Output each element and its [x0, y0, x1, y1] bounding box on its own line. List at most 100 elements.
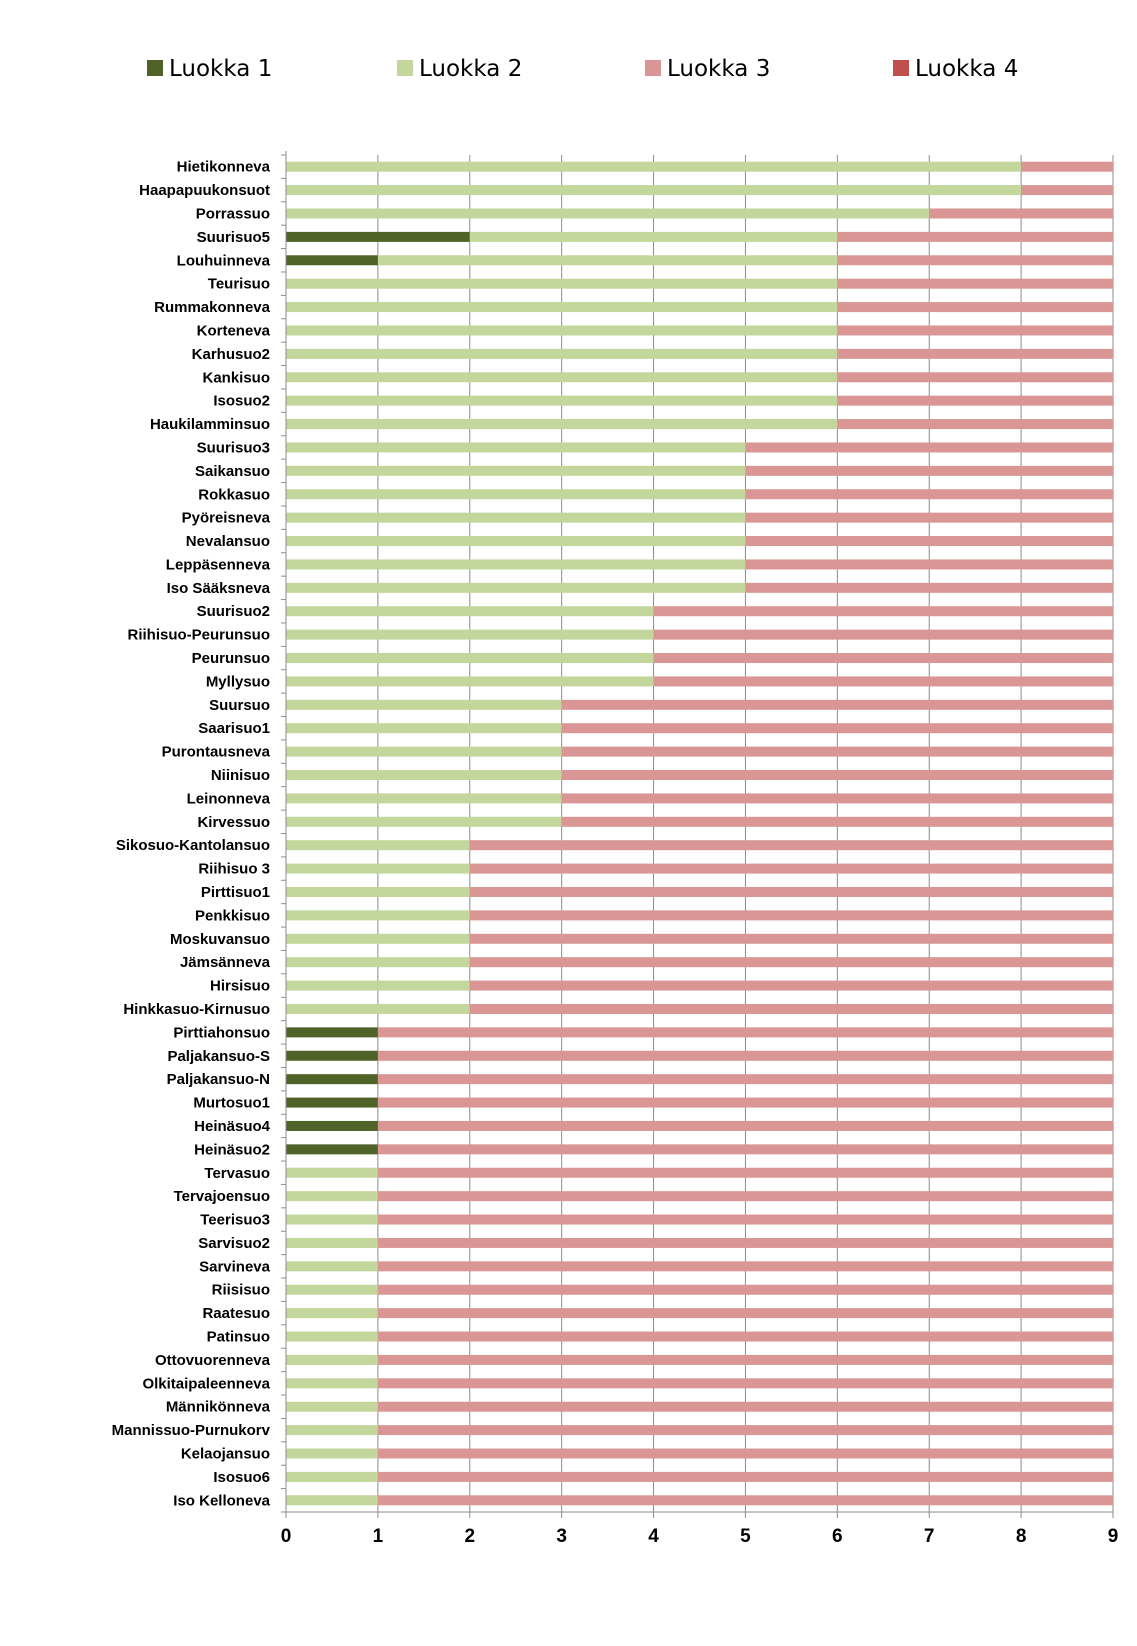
category-label: Olkitaipaleenneva [142, 1375, 270, 1392]
bar-segment [286, 910, 470, 921]
category-label: Pyöreisneva [182, 510, 271, 527]
category-label: Sarvineva [199, 1258, 271, 1275]
bar-segment [377, 1378, 1113, 1389]
bar-segment [286, 863, 470, 874]
bar-segment [745, 582, 1113, 593]
bar-segment [377, 1167, 1113, 1178]
bar-segment [286, 1214, 378, 1225]
category-label: Murtosuo1 [193, 1095, 270, 1112]
bar-segment [286, 1144, 378, 1155]
bar-segment [286, 559, 746, 570]
bar-segment [286, 185, 1022, 196]
bar-segment [286, 325, 838, 336]
bar-segment [286, 1354, 378, 1365]
category-label: Riihisuo-Peurunsuo [128, 627, 271, 644]
legend-item: Luokka 4 [893, 56, 1018, 82]
category-label: Suurisuo5 [197, 229, 270, 246]
bar-segment [837, 255, 1113, 266]
bar-segment [286, 442, 746, 453]
category-label: Leppäsenneva [166, 556, 271, 573]
bar-segment [837, 231, 1113, 242]
bar-segment [377, 1120, 1113, 1131]
bar-segment [286, 957, 470, 968]
bar-segment [286, 348, 838, 359]
bar-segment [745, 489, 1113, 500]
category-label: Sarvisuo2 [198, 1235, 270, 1252]
category-label: Hirsisuo [210, 978, 270, 995]
bar-segment [286, 1331, 378, 1342]
legend-item: Luokka 1 [147, 56, 272, 82]
x-tick-label: 5 [740, 1526, 751, 1547]
category-label: Rummakonneva [154, 299, 271, 316]
bar-segment [377, 1050, 1113, 1061]
bar-segment [377, 255, 838, 266]
bar-segment [286, 933, 470, 944]
bar-segment [377, 1097, 1113, 1108]
chart-legend: Luokka 1 Luokka 2 Luokka 3 Luokka 4 [147, 56, 1018, 82]
bar-segment [377, 1214, 1113, 1225]
bar-segment [469, 840, 1113, 851]
category-label: Moskuvansuo [170, 931, 270, 948]
bar-segment [837, 395, 1113, 406]
category-label: Penkkisuo [195, 907, 270, 924]
category-label: Myllysuo [206, 673, 270, 690]
bar-segment [286, 980, 470, 991]
bar-segment [745, 536, 1113, 547]
category-label: Paljakansuo-S [167, 1048, 270, 1065]
bar-segment [286, 395, 838, 406]
bar-segment [286, 1471, 378, 1482]
bar-segment [1021, 161, 1113, 172]
x-tick-label: 2 [464, 1526, 475, 1547]
category-label: Haapapuukonsuot [139, 182, 270, 199]
bar-segment [286, 278, 838, 289]
bar-segment [377, 1471, 1113, 1482]
bar-segment [837, 372, 1113, 383]
bar-segment [286, 1401, 378, 1412]
legend-label: Luokka 4 [915, 56, 1018, 82]
legend-swatch [147, 60, 163, 76]
legend-label: Luokka 2 [419, 56, 522, 82]
bar-segment [286, 1284, 378, 1295]
bar-segment [561, 746, 1113, 757]
bar-segment [286, 372, 838, 383]
bar-segment [286, 1027, 378, 1038]
bar-segment [286, 746, 562, 757]
x-tick-label: 4 [648, 1526, 659, 1547]
category-label: Suurisuo2 [197, 603, 270, 620]
x-tick-label: 3 [556, 1526, 567, 1547]
bar-segment [286, 489, 746, 500]
bar-segment [377, 1261, 1113, 1272]
bar-segment [653, 676, 1113, 687]
bar-segment [286, 840, 470, 851]
category-label: Peurunsuo [192, 650, 270, 667]
bar-segment [469, 886, 1113, 897]
bar-segment [286, 699, 562, 710]
bar-segment [469, 933, 1113, 944]
category-label: Jämsänneva [180, 954, 271, 971]
category-label: Raatesuo [202, 1305, 270, 1322]
bar-segment [286, 1308, 378, 1319]
category-label: Tervajoensuo [174, 1188, 270, 1205]
category-label: Mannissuo-Purnukorv [112, 1422, 271, 1439]
bar-segment [653, 606, 1113, 617]
bar-segment [837, 302, 1113, 313]
bar-segment [653, 629, 1113, 640]
axes [281, 151, 1114, 1518]
bar-segment [286, 629, 654, 640]
bar-segment [286, 231, 470, 242]
category-label: Iso Sääksneva [167, 580, 271, 597]
bar-segment [653, 653, 1113, 664]
legend-label: Luokka 1 [169, 56, 272, 82]
bar-segment [745, 465, 1113, 476]
category-label: Hietikonneva [177, 159, 271, 176]
bar-segment [561, 793, 1113, 804]
bar-segment [286, 606, 654, 617]
bar-segment [377, 1027, 1113, 1038]
category-label: Niinisuo [211, 767, 270, 784]
category-label: Suurisuo3 [197, 439, 270, 456]
category-label: Haukilamminsuo [150, 416, 270, 433]
category-label: Isosuo2 [213, 393, 270, 410]
category-label: Rokkasuo [198, 486, 270, 503]
bar-segment [377, 1144, 1113, 1155]
bar-segment [377, 1237, 1113, 1248]
